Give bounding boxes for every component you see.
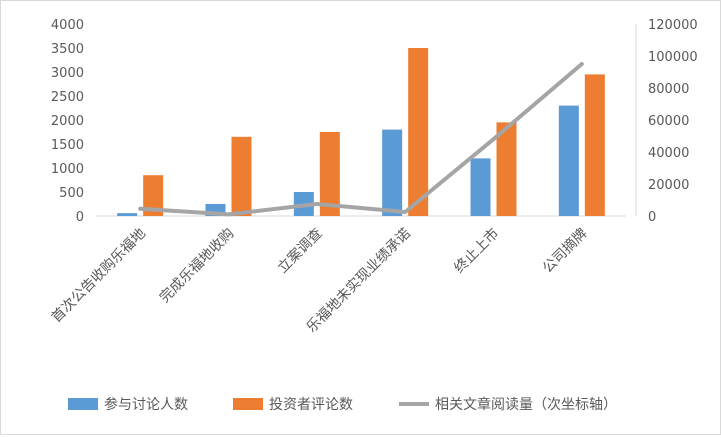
y2-tick-label: 0 [648,210,656,225]
bar-participants [470,158,491,216]
y2-tick-label: 120000 [648,18,698,33]
x-category-label: 首次公告收购乐福地 [49,226,149,326]
legend-label: 投资者评论数 [269,397,353,413]
legend-swatch [68,398,98,410]
y-tick-label: 3500 [51,42,84,57]
bar-participants [382,129,403,216]
bar-comments [143,175,164,216]
bar-comments [584,74,605,217]
x-category-label: 立案调查 [274,225,326,277]
bar-participants [117,213,138,216]
y-tick-label: 1000 [51,162,84,177]
axes: 0500100015002000250030003500400002000040… [51,18,698,225]
legend-label: 参与讨论人数 [104,396,188,413]
bar-comments [231,136,252,216]
legend: 参与讨论人数 投资者评论数 相关文章阅读量（次坐标轴） [68,396,617,413]
y2-tick-label: 20000 [648,178,689,193]
bar-comments [408,48,429,216]
reading-line [138,62,584,217]
y2-tick-label: 60000 [648,114,689,129]
line-series [138,62,584,217]
y-tick-label: 500 [59,186,84,201]
y-tick-label: 4000 [51,18,84,33]
y-tick-label: 0 [76,210,84,225]
y-tick-label: 2000 [51,114,84,129]
y2-tick-label: 80000 [648,82,689,97]
bars [117,48,605,217]
y-tick-label: 3000 [51,66,84,81]
x-category-label: 终止上市 [451,225,503,277]
y2-tick-label: 40000 [648,146,689,161]
legend-swatch [233,398,263,410]
x-category-label: 公司摘牌 [539,225,591,277]
legend-label: 相关文章阅读量（次坐标轴） [435,396,617,413]
y2-tick-label: 100000 [648,50,698,65]
x-category-label: 完成乐福地收购 [157,226,238,307]
y-tick-label: 2500 [51,90,84,105]
bar-comments [496,122,517,216]
bar-comments [319,132,340,216]
bar-participants [558,105,579,216]
y-tick-label: 1500 [51,138,84,153]
